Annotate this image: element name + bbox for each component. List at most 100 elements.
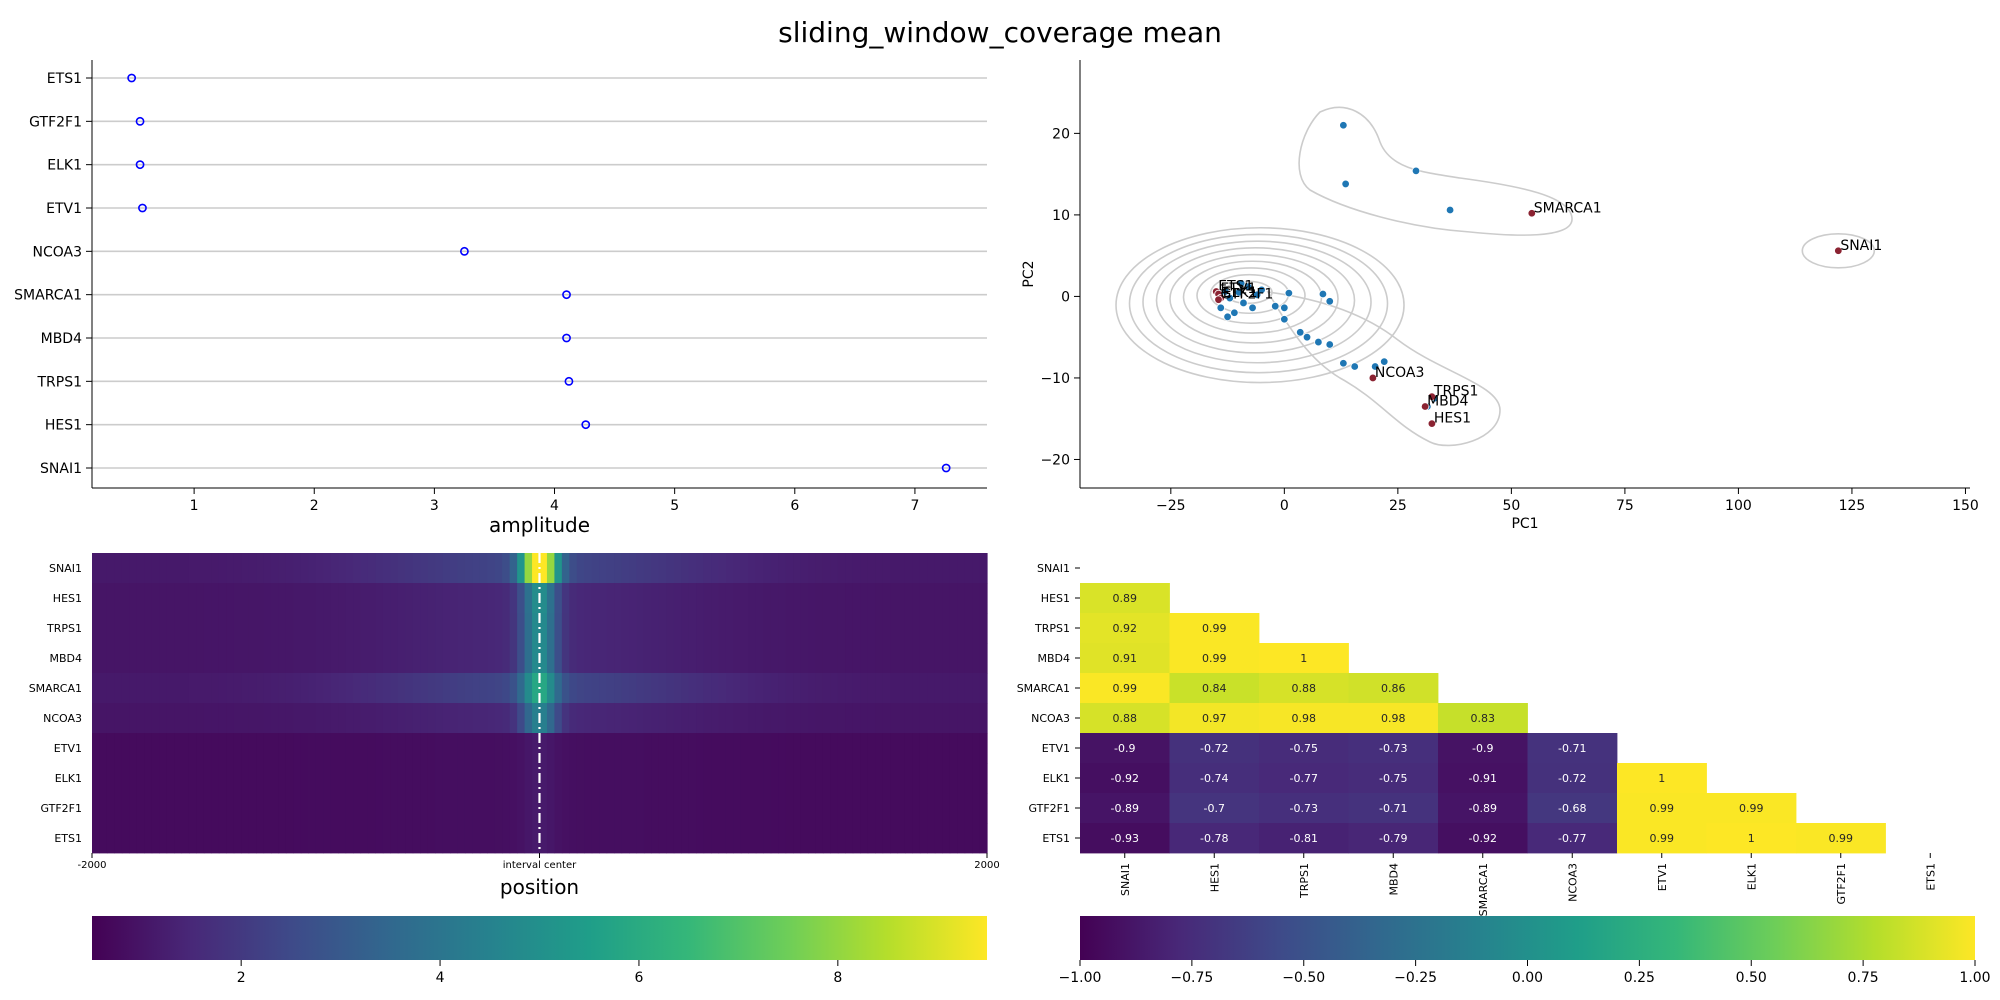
heatmap-cell bbox=[211, 733, 220, 764]
heatmap-cell bbox=[584, 733, 593, 764]
heatmap-cell bbox=[517, 823, 526, 854]
heatmap-cell bbox=[808, 643, 817, 674]
heatmap-cell bbox=[860, 643, 869, 674]
heatmap-cell bbox=[271, 583, 280, 614]
heatmap-cell bbox=[144, 673, 153, 704]
colorbar-tick-label: 1.00 bbox=[1959, 970, 1990, 986]
heatmap-cell bbox=[897, 793, 906, 824]
heatmap-cell bbox=[166, 643, 175, 674]
heatmap-cell bbox=[718, 673, 727, 704]
heatmap-cell bbox=[763, 703, 772, 734]
heatmap-cell bbox=[949, 613, 958, 644]
heatmap-cell bbox=[793, 613, 802, 644]
x-axis-label: PC1 bbox=[1511, 516, 1538, 532]
heatmap-cell bbox=[353, 583, 362, 614]
heatmap-cell bbox=[397, 673, 406, 704]
heatmap-cell bbox=[487, 793, 496, 824]
heatmap-cell bbox=[733, 643, 742, 674]
heatmap-cell bbox=[196, 703, 205, 734]
heatmap-cell bbox=[106, 673, 115, 704]
heatmap-cell bbox=[263, 673, 272, 704]
heatmap-cell bbox=[606, 583, 615, 614]
heatmap-cell bbox=[800, 583, 809, 614]
heatmap-cell bbox=[755, 643, 764, 674]
heatmap-cell bbox=[785, 583, 794, 614]
heatmap-cell bbox=[420, 703, 429, 734]
heatmap-cell bbox=[852, 643, 861, 674]
heatmap-cell bbox=[949, 733, 958, 764]
heatmap-cell bbox=[860, 673, 869, 704]
correlation-cell bbox=[1080, 673, 1170, 704]
heatmap-cell bbox=[815, 673, 824, 704]
heatmap-cell bbox=[375, 763, 384, 794]
heatmap-cell bbox=[875, 733, 884, 764]
heatmap-cell bbox=[815, 823, 824, 854]
heatmap-cell bbox=[397, 823, 406, 854]
heatmap-cell bbox=[733, 553, 742, 584]
heatmap-cell bbox=[957, 613, 966, 644]
heatmap-cell bbox=[696, 673, 705, 704]
correlation-value: -0.72 bbox=[1200, 742, 1228, 755]
heatmap-cell bbox=[517, 673, 526, 704]
heatmap-cell bbox=[129, 613, 138, 644]
heatmap-cell bbox=[382, 613, 391, 644]
heatmap-cell bbox=[845, 643, 854, 674]
heatmap-cell bbox=[114, 583, 123, 614]
heatmap-cell bbox=[785, 553, 794, 584]
heatmap-cell bbox=[755, 823, 764, 854]
heatmap-cell bbox=[360, 733, 369, 764]
heatmap-cell bbox=[218, 613, 227, 644]
heatmap-cell bbox=[524, 823, 533, 854]
correlation-value: 1 bbox=[1658, 772, 1665, 785]
correlation-cell bbox=[1348, 823, 1439, 854]
heatmap-cell bbox=[151, 613, 160, 644]
heatmap-cell bbox=[979, 643, 988, 674]
amplitude-point bbox=[460, 246, 469, 256]
heatmap-cell bbox=[643, 553, 652, 584]
heatmap-cell bbox=[479, 643, 488, 674]
heatmap-cell bbox=[226, 613, 235, 644]
heatmap-cell bbox=[748, 643, 757, 674]
heatmap-cell bbox=[174, 613, 183, 644]
heatmap-cell bbox=[99, 553, 108, 584]
heatmap-cell bbox=[166, 793, 175, 824]
heatmap-cell bbox=[755, 673, 764, 704]
heatmap-cell bbox=[927, 583, 936, 614]
heatmap-cell bbox=[248, 763, 257, 794]
heatmap-cell bbox=[651, 643, 660, 674]
heatmap-cell bbox=[972, 733, 981, 764]
heatmap-cell bbox=[904, 793, 914, 824]
heatmap-cell bbox=[949, 583, 958, 614]
heatmap-cell bbox=[755, 733, 764, 764]
heatmap-cell bbox=[621, 643, 630, 674]
heatmap-cell bbox=[949, 673, 958, 704]
heatmap-cell bbox=[464, 613, 473, 644]
heatmap-cell bbox=[793, 643, 802, 674]
heatmap-cell bbox=[472, 703, 481, 734]
heatmap-cell bbox=[442, 553, 451, 584]
column-label: SMARCA1 bbox=[1477, 863, 1490, 916]
heatmap-cell bbox=[681, 643, 690, 674]
heatmap-cell bbox=[487, 703, 496, 734]
heatmap-cell bbox=[912, 643, 921, 674]
heatmap-cell bbox=[800, 763, 809, 794]
y-tick-label: 20 bbox=[1052, 126, 1070, 142]
heatmap-cell bbox=[636, 673, 645, 704]
heatmap-cell bbox=[815, 553, 824, 584]
colorbar-tick-label: 0.50 bbox=[1736, 970, 1767, 986]
heatmap-cell bbox=[629, 673, 638, 704]
heatmap-cell bbox=[464, 673, 473, 704]
heatmap-cell bbox=[845, 613, 854, 644]
correlation-cell bbox=[1706, 793, 1797, 824]
correlation-cell bbox=[1169, 703, 1260, 734]
heatmap-cell bbox=[725, 643, 735, 674]
correlation-cell bbox=[1080, 763, 1170, 794]
heatmap-cell bbox=[405, 613, 414, 644]
heatmap-cell bbox=[957, 703, 966, 734]
heatmap-cell bbox=[181, 643, 190, 674]
amplitude-point bbox=[562, 290, 571, 300]
heatmap-cell bbox=[338, 823, 347, 854]
x-tick-label: 50 bbox=[1502, 498, 1520, 514]
heatmap-cell bbox=[770, 643, 779, 674]
heatmap-cell bbox=[338, 643, 347, 674]
